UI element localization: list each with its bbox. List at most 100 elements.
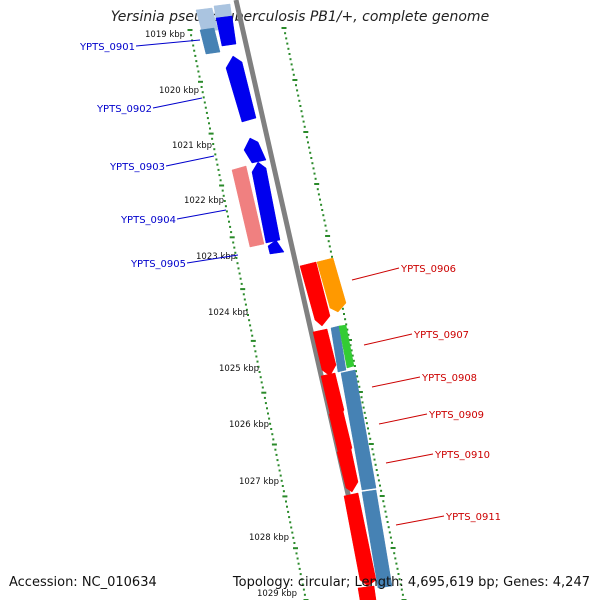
major-tick [303,131,309,133]
minor-tick [345,323,348,326]
gene-label[interactable]: YPTS_0909 [428,410,484,421]
major-tick [187,29,193,31]
gene-label[interactable]: YPTS_0905 [130,259,186,270]
minor-tick [384,510,387,513]
minor-tick [382,500,385,503]
gene-label[interactable]: YPTS_0906 [400,264,456,275]
minor-tick [296,89,299,92]
minor-tick [238,272,241,275]
minor-tick [285,37,288,40]
minor-tick [383,505,386,508]
minor-tick [288,53,291,55]
gene-label[interactable]: YPTS_0902 [96,104,152,115]
minor-tick [319,198,321,201]
gene-feature[interactable] [231,165,265,248]
minor-tick [288,516,291,519]
minor-tick [347,333,350,336]
minor-tick [352,359,355,362]
minor-tick [194,54,197,57]
minor-tick [278,469,281,472]
gene-label[interactable]: YPTS_0901 [79,42,135,53]
minor-tick [302,588,305,591]
scale-label: 1025 kbp [219,364,259,374]
gene-label[interactable]: YPTS_0907 [413,330,469,341]
gene-feature[interactable] [357,585,377,600]
minor-tick [237,267,240,270]
major-tick [390,547,396,549]
label-leader-line [165,155,215,167]
minor-tick [311,162,314,165]
gene-label[interactable]: YPTS_0911 [445,512,501,523]
major-tick [219,184,225,187]
major-tick [347,339,352,341]
major-tick [208,132,214,135]
gene-feature[interactable] [330,325,347,373]
minor-tick [355,370,357,373]
minor-tick [276,459,279,462]
accession-label: Accession: NC_010634 [9,575,157,590]
gene-feature[interactable] [215,15,237,47]
gene-feature[interactable] [343,492,377,587]
major-tick [368,443,374,445]
minor-tick [302,120,305,123]
gene-label[interactable]: YPTS_0903 [109,162,165,173]
genome-summary: Topology: circular; Length: 4,695,619 bp… [232,575,590,590]
minor-tick [258,371,261,373]
gene-feature[interactable] [338,324,355,369]
gene-feature[interactable] [336,448,359,493]
gene-label[interactable]: YPTS_0908 [421,373,477,384]
minor-tick [379,484,381,487]
label-leader-line [363,333,413,346]
minor-tick [286,42,289,45]
minor-tick [198,75,201,78]
gene-label[interactable]: YPTS_0910 [434,450,490,461]
gene-feature[interactable] [199,27,221,55]
minor-tick [224,205,227,208]
minor-tick [295,84,297,87]
minor-tick [213,148,216,151]
minor-tick [299,573,302,576]
minor-tick [310,157,313,159]
minor-tick [236,262,239,265]
minor-tick [222,194,225,197]
right-tick-track [281,27,407,600]
minor-tick [308,146,311,149]
minor-tick [274,448,277,451]
minor-tick [297,94,300,97]
minor-tick [369,437,372,440]
minor-tick [364,417,367,419]
gene-feature[interactable] [243,137,267,164]
minor-tick [263,396,266,399]
minor-tick [281,485,284,487]
minor-tick [214,153,217,156]
gene-feature[interactable] [312,328,337,377]
minor-tick [221,189,224,192]
gene-feature[interactable] [225,55,257,123]
minor-tick [346,328,349,331]
minor-tick [299,105,302,107]
minor-tick [320,203,323,206]
gene-feature[interactable] [316,257,347,313]
major-tick [198,80,203,83]
minor-tick [266,407,268,410]
major-tick [240,288,246,291]
gene-feature[interactable] [195,7,219,33]
minor-tick [240,282,243,285]
minor-tick [350,349,353,352]
minor-tick [300,110,303,113]
gene-feature[interactable] [251,161,281,244]
minor-tick [196,65,199,68]
minor-tick [291,68,294,71]
minor-tick [249,324,252,327]
minor-tick [313,172,316,175]
gene-feature[interactable] [267,239,285,255]
minor-tick [363,411,366,414]
gene-feature[interactable] [361,489,393,589]
minor-tick [233,246,236,249]
gene-feature[interactable] [340,369,377,491]
gene-feature[interactable] [299,261,331,327]
minor-tick [373,458,376,461]
minor-tick [269,422,272,425]
gene-label[interactable]: YPTS_0904 [120,215,176,226]
scale-label: 1028 kbp [249,533,289,543]
